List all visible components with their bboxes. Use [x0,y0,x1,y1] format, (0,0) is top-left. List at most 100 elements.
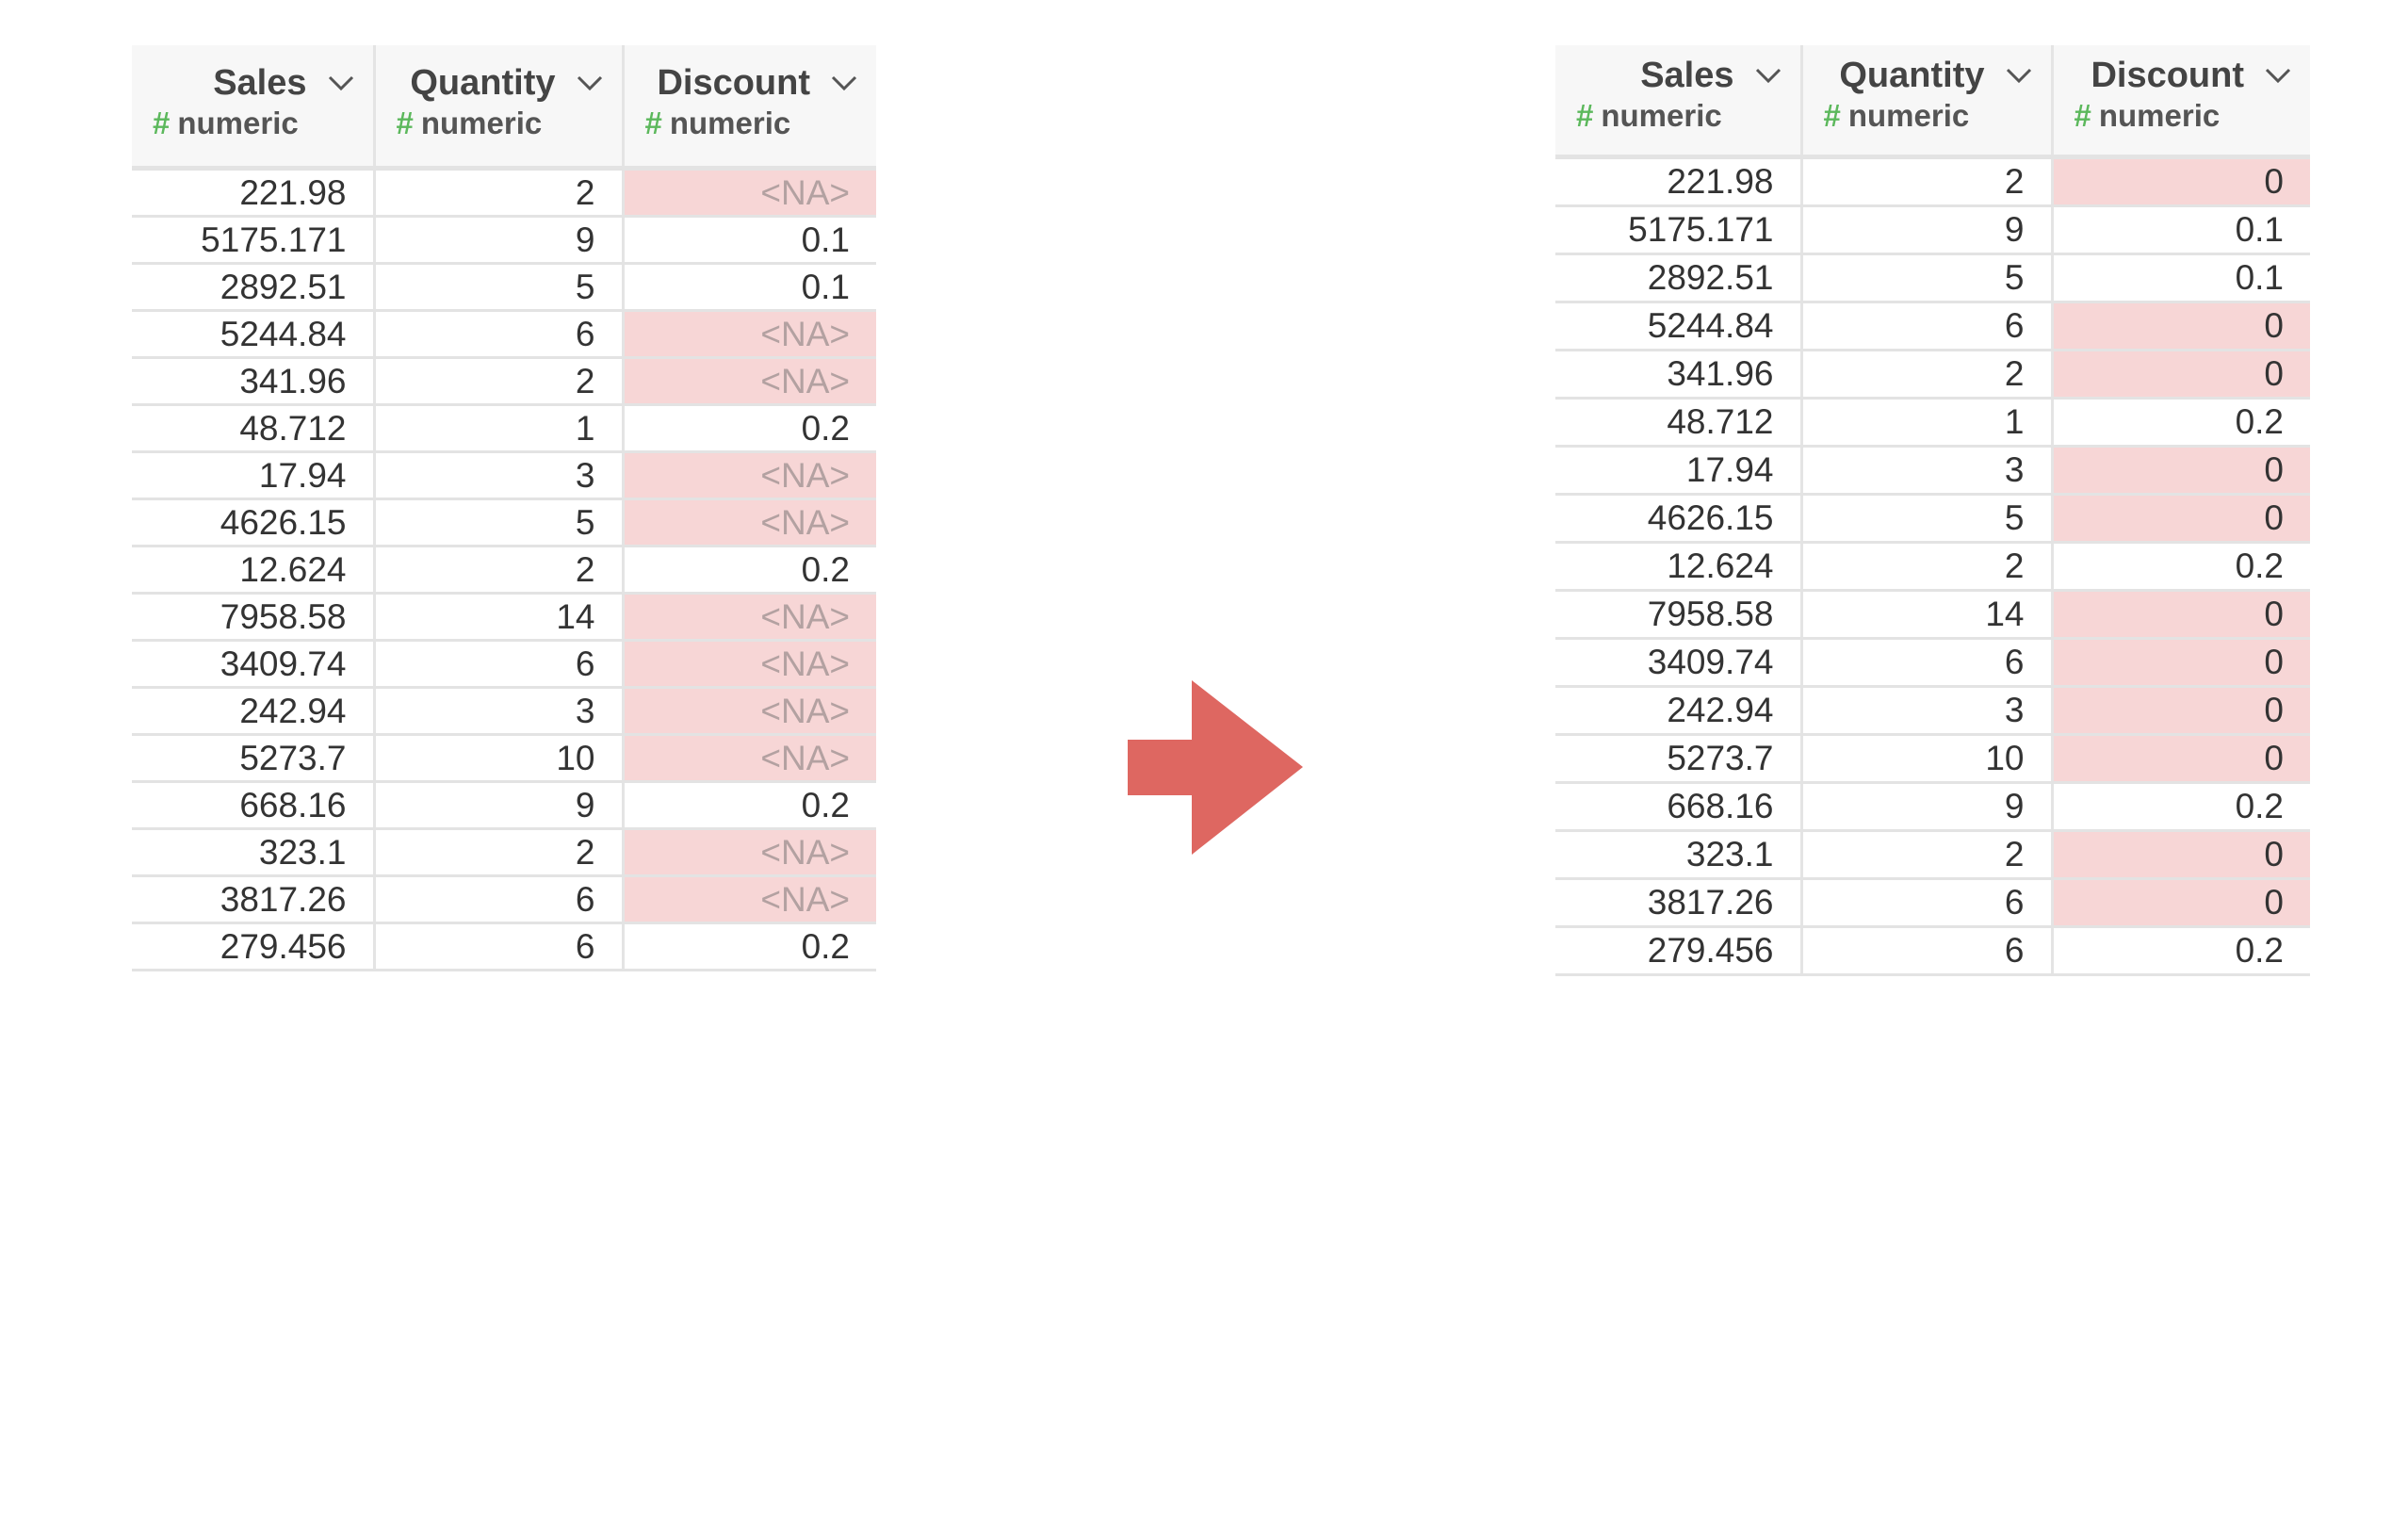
cell-discount[interactable]: 0 [2052,350,2310,400]
cell-discount[interactable]: <NA> [623,828,876,877]
cell-sales[interactable]: 221.98 [132,168,376,218]
cell-discount[interactable]: 0.1 [623,216,876,265]
chevron-down-icon[interactable] [2006,66,2032,85]
cell-sales[interactable]: 221.98 [1555,156,1803,207]
cell-discount[interactable]: <NA> [623,734,876,783]
cell-quantity[interactable]: 2 [1801,542,2054,592]
cell-sales[interactable]: 279.456 [132,922,376,971]
column-header-discount[interactable]: Discount # numeric [2052,45,2310,159]
chevron-down-icon[interactable] [577,73,603,92]
cell-discount[interactable]: 0.2 [623,781,876,830]
cell-sales[interactable]: 3409.74 [132,640,376,689]
cell-sales[interactable]: 5175.171 [132,216,376,265]
cell-quantity[interactable]: 1 [374,404,625,453]
cell-quantity[interactable]: 9 [374,216,625,265]
cell-discount[interactable]: 0 [2052,830,2310,880]
cell-discount[interactable]: 0.1 [2052,253,2310,303]
cell-sales[interactable]: 242.94 [132,687,376,736]
cell-discount[interactable]: 0 [2052,446,2310,496]
cell-discount[interactable]: 0.1 [623,263,876,312]
cell-quantity[interactable]: 6 [374,640,625,689]
cell-discount[interactable]: <NA> [623,640,876,689]
cell-sales[interactable]: 2892.51 [132,263,376,312]
cell-quantity[interactable]: 2 [374,546,625,595]
cell-discount[interactable]: 0.2 [623,404,876,453]
cell-sales[interactable]: 5175.171 [1555,205,1803,255]
cell-quantity[interactable]: 10 [1801,734,2054,784]
cell-sales[interactable]: 17.94 [132,451,376,500]
cell-sales[interactable]: 323.1 [1555,830,1803,880]
cell-discount[interactable]: 0 [2052,734,2310,784]
cell-quantity[interactable]: 5 [1801,253,2054,303]
chevron-down-icon[interactable] [831,73,857,92]
cell-sales[interactable]: 5244.84 [1555,302,1803,351]
cell-sales[interactable]: 341.96 [132,357,376,406]
cell-sales[interactable]: 341.96 [1555,350,1803,400]
cell-sales[interactable]: 3817.26 [1555,878,1803,928]
cell-discount[interactable]: 0 [2052,686,2310,736]
cell-quantity[interactable]: 1 [1801,398,2054,448]
cell-discount[interactable]: <NA> [623,357,876,406]
cell-quantity[interactable]: 6 [374,310,625,359]
cell-sales[interactable]: 2892.51 [1555,253,1803,303]
cell-discount[interactable]: 0.2 [623,922,876,971]
cell-discount[interactable]: 0.2 [2052,398,2310,448]
chevron-down-icon[interactable] [2265,66,2291,85]
cell-sales[interactable]: 48.712 [132,404,376,453]
cell-discount[interactable]: 0 [2052,494,2310,544]
cell-discount[interactable]: 0 [2052,302,2310,351]
cell-quantity[interactable]: 6 [1801,926,2054,976]
cell-sales[interactable]: 3409.74 [1555,638,1803,688]
cell-discount[interactable]: 0 [2052,590,2310,640]
cell-discount[interactable]: 0 [2052,156,2310,207]
cell-discount[interactable]: <NA> [623,687,876,736]
cell-quantity[interactable]: 10 [374,734,625,783]
cell-sales[interactable]: 4626.15 [1555,494,1803,544]
cell-quantity[interactable]: 3 [1801,686,2054,736]
cell-discount[interactable]: 0.2 [2052,782,2310,832]
cell-discount[interactable]: 0 [2052,638,2310,688]
cell-discount[interactable]: <NA> [623,498,876,547]
cell-quantity[interactable]: 14 [374,593,625,642]
cell-quantity[interactable]: 3 [374,687,625,736]
cell-quantity[interactable]: 9 [1801,782,2054,832]
cell-discount[interactable]: <NA> [623,310,876,359]
cell-sales[interactable]: 242.94 [1555,686,1803,736]
cell-sales[interactable]: 17.94 [1555,446,1803,496]
cell-sales[interactable]: 7958.58 [1555,590,1803,640]
cell-sales[interactable]: 5273.7 [1555,734,1803,784]
cell-discount[interactable]: 0.2 [2052,542,2310,592]
cell-sales[interactable]: 48.712 [1555,398,1803,448]
cell-quantity[interactable]: 6 [374,875,625,924]
cell-sales[interactable]: 5273.7 [132,734,376,783]
cell-quantity[interactable]: 5 [374,498,625,547]
cell-discount[interactable]: <NA> [623,451,876,500]
cell-quantity[interactable]: 2 [1801,156,2054,207]
cell-quantity[interactable]: 5 [374,263,625,312]
cell-quantity[interactable]: 6 [374,922,625,971]
column-header-sales[interactable]: Sales # numeric [132,45,376,171]
chevron-down-icon[interactable] [328,73,354,92]
chevron-down-icon[interactable] [1755,66,1782,85]
cell-quantity[interactable]: 2 [1801,830,2054,880]
column-header-sales[interactable]: Sales # numeric [1555,45,1803,159]
cell-quantity[interactable]: 2 [374,828,625,877]
cell-quantity[interactable]: 5 [1801,494,2054,544]
column-header-quantity[interactable]: Quantity # numeric [1801,45,2054,159]
cell-sales[interactable]: 4626.15 [132,498,376,547]
cell-sales[interactable]: 7958.58 [132,593,376,642]
cell-sales[interactable]: 12.624 [132,546,376,595]
cell-discount[interactable]: 0.1 [2052,205,2310,255]
cell-quantity[interactable]: 9 [1801,205,2054,255]
cell-quantity[interactable]: 2 [374,168,625,218]
cell-quantity[interactable]: 3 [1801,446,2054,496]
cell-discount[interactable]: 0 [2052,878,2310,928]
column-header-discount[interactable]: Discount # numeric [623,45,876,171]
cell-sales[interactable]: 668.16 [132,781,376,830]
cell-discount[interactable]: <NA> [623,168,876,218]
cell-quantity[interactable]: 2 [374,357,625,406]
column-header-quantity[interactable]: Quantity # numeric [374,45,625,171]
cell-sales[interactable]: 668.16 [1555,782,1803,832]
cell-discount[interactable]: 0.2 [623,546,876,595]
cell-quantity[interactable]: 2 [1801,350,2054,400]
